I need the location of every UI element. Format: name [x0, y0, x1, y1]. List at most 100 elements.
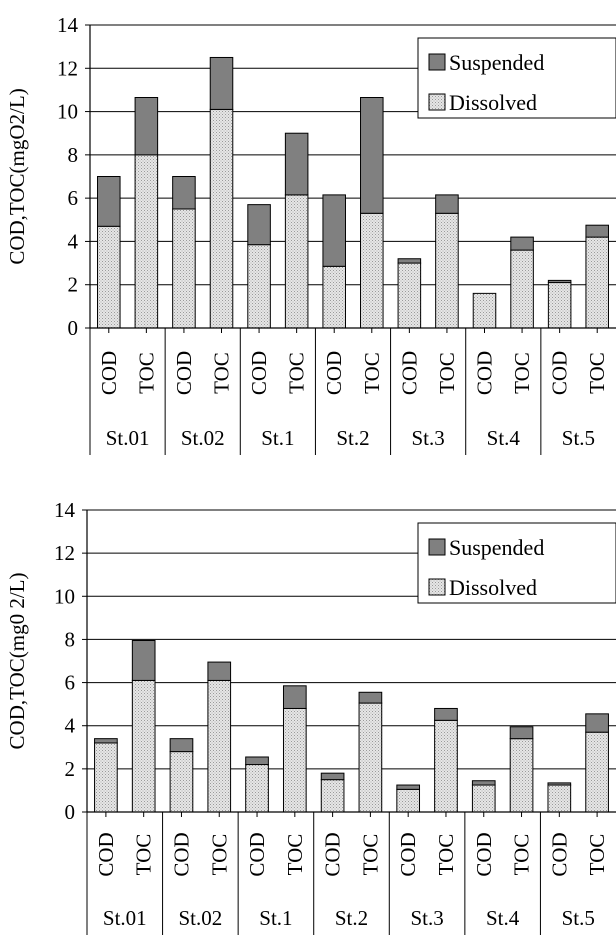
bar-dissolved-St.4-COD: [472, 292, 497, 329]
legend-label-suspended: Suspended: [449, 50, 544, 75]
category-label: COD: [172, 351, 196, 395]
category-label: TOC: [585, 834, 609, 876]
category-label: TOC: [360, 352, 384, 394]
bar-dissolved-St.02-TOC: [209, 108, 234, 329]
bar-dissolved-St.01-TOC: [131, 679, 156, 813]
bar-suspended-St.4-TOC: [509, 726, 534, 740]
legend-label-dissolved: Dissolved: [449, 90, 537, 115]
y-tick-label: 14: [57, 13, 79, 37]
bar-dissolved-St.3-TOC: [435, 212, 459, 329]
category-label: TOC: [210, 352, 234, 394]
bar-suspended-St.01-COD: [97, 176, 121, 227]
bar-dissolved-St.3-COD: [397, 262, 422, 329]
bar-dissolved-St.01-COD: [97, 225, 121, 329]
bar-dissolved-St.5-TOC: [585, 731, 609, 813]
bar-suspended-St.3-COD: [396, 784, 421, 790]
bar-suspended-St.3-COD: [397, 258, 422, 264]
legend: Suspended Dissolved: [417, 522, 616, 604]
category-label: COD: [245, 832, 269, 876]
group-label: St.3: [410, 906, 443, 930]
category-label: TOC: [510, 352, 534, 394]
chart-panel-1: 0 2 4 6 8 10 12 14 COD,TOC(mgO2/L) COD TOC COD TOC CO…: [5, 13, 616, 455]
bar-suspended-St.02-COD: [172, 176, 196, 210]
category-label: TOC: [585, 352, 609, 394]
category-label: COD: [472, 832, 496, 876]
bar-dissolved-St.4-TOC: [509, 738, 534, 813]
category-label: TOC: [435, 352, 459, 394]
bar-suspended-St.5-TOC: [585, 224, 609, 238]
y-tick-label: 0: [68, 316, 79, 340]
legend-box: [417, 522, 616, 604]
y-axis-title: COD,TOC(mg0 2/L): [5, 573, 29, 750]
y-tick-label: 6: [65, 671, 76, 695]
category-label: TOC: [434, 834, 458, 876]
bar-suspended-St.01-COD: [94, 738, 118, 744]
legend-swatch-dissolved: [428, 93, 446, 111]
y-tick-label: 14: [54, 498, 76, 522]
category-label: COD: [322, 351, 346, 395]
group-label: St.5: [562, 426, 595, 450]
bar-dissolved-St.2-TOC: [360, 212, 384, 329]
group-label: St.2: [335, 906, 368, 930]
chart-panel-2: 0 2 4 6 8 10 12 14 COD,TOC(mg0 2/L) COD TOC COD TOC C…: [5, 498, 616, 935]
bar-dissolved-St.3-TOC: [434, 719, 458, 813]
category-label: COD: [547, 832, 571, 876]
bar-dissolved-St.2-COD: [320, 779, 345, 813]
y-tick-label: 6: [68, 186, 79, 210]
category-label: COD: [548, 351, 572, 395]
y-tick-label: 2: [65, 757, 76, 781]
y-tick-label: 4: [65, 714, 76, 738]
y-tick-label: 8: [68, 143, 79, 167]
group-label: St.02: [178, 906, 222, 930]
category-label: COD: [396, 832, 420, 876]
bar-suspended-St.5-COD: [547, 782, 572, 786]
bar-suspended-St.5-TOC: [585, 713, 609, 733]
bar-suspended-St.2-COD: [322, 194, 346, 267]
y-tick-label: 2: [68, 273, 79, 297]
bar-suspended-St.2-TOC: [360, 97, 384, 214]
bar-dissolved-St.02-COD: [169, 751, 194, 813]
bar-dissolved-St.5-COD: [547, 784, 572, 813]
group-label: St.2: [336, 426, 369, 450]
legend-swatch-dissolved: [428, 578, 446, 596]
bar-dissolved-St.02-COD: [172, 208, 196, 329]
bar-dissolved-St.5-COD: [547, 282, 572, 329]
category-label: COD: [94, 832, 118, 876]
category-label: COD: [321, 832, 345, 876]
category-label: TOC: [132, 834, 156, 876]
bar-suspended-St.2-TOC: [358, 691, 383, 704]
category-label: COD: [169, 832, 193, 876]
category-label: COD: [247, 351, 271, 395]
category-label: TOC: [207, 834, 231, 876]
bar-dissolved-St.5-TOC: [585, 236, 609, 329]
bar-dissolved-St.2-COD: [322, 265, 346, 329]
category-label: COD: [97, 351, 121, 395]
legend-swatch-suspended: [428, 53, 446, 71]
bar-suspended-St.5-COD: [547, 279, 572, 284]
bar-suspended-St.1-TOC: [284, 132, 309, 196]
legend-label-suspended: Suspended: [449, 535, 544, 560]
group-label: St.01: [103, 906, 147, 930]
bar-suspended-St.2-COD: [320, 772, 345, 781]
legend-box: [417, 37, 616, 119]
bar-dissolved-St.1-COD: [247, 244, 271, 329]
category-label: COD: [473, 351, 497, 395]
bar-dissolved-St.02-TOC: [207, 679, 232, 813]
y-tick-label: 12: [54, 541, 75, 565]
category-label: TOC: [358, 834, 382, 876]
bar-dissolved-St.4-TOC: [510, 249, 534, 329]
group-label: St.02: [181, 426, 225, 450]
bar-dissolved-St.1-TOC: [282, 707, 307, 813]
legend-label-dissolved: Dissolved: [449, 575, 537, 600]
bar-suspended-St.3-TOC: [435, 194, 459, 214]
bar-suspended-St.4-COD: [471, 780, 496, 786]
bar-dissolved-St.1-COD: [245, 764, 269, 813]
bar-suspended-St.02-TOC: [209, 56, 234, 110]
bar-dissolved-St.1-TOC: [284, 194, 309, 329]
group-label: St.01: [106, 426, 150, 450]
y-tick-label: 8: [65, 627, 76, 651]
legend: Suspended Dissolved: [417, 37, 616, 119]
bar-suspended-St.1-COD: [247, 204, 271, 246]
category-label: TOC: [510, 834, 534, 876]
